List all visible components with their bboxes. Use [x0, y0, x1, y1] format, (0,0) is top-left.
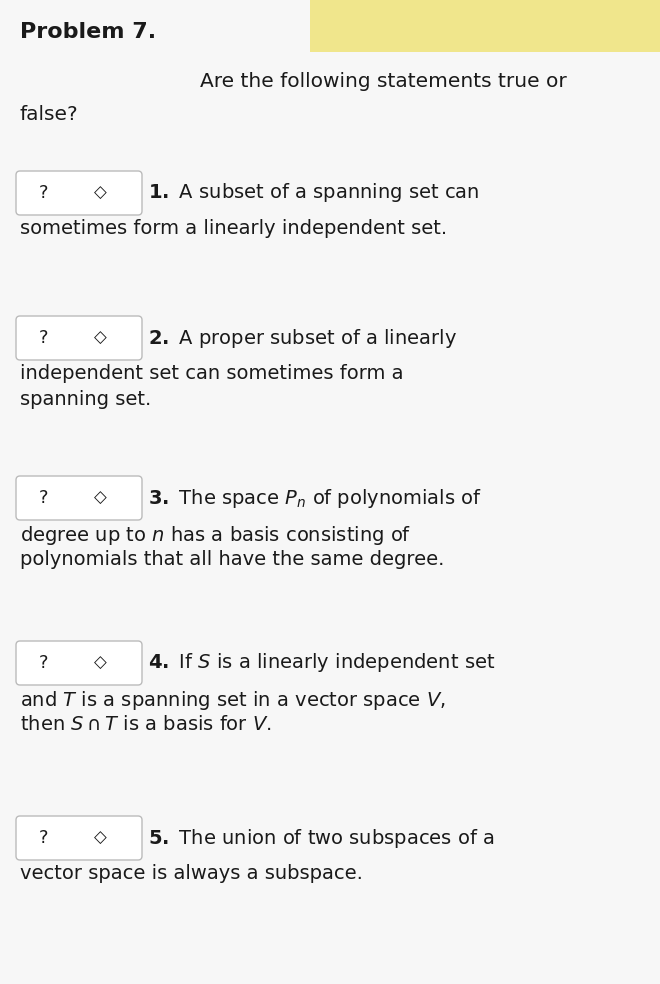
- FancyBboxPatch shape: [16, 476, 142, 520]
- Text: vector space is always a subspace.: vector space is always a subspace.: [20, 864, 363, 883]
- Text: then $S \cap T$ is a basis for $V$.: then $S \cap T$ is a basis for $V$.: [20, 715, 271, 734]
- Text: ◇: ◇: [94, 489, 106, 507]
- Text: ?: ?: [39, 654, 49, 672]
- Text: ?: ?: [39, 329, 49, 347]
- Text: sometimes form a linearly independent set.: sometimes form a linearly independent se…: [20, 219, 447, 238]
- Text: polynomials that all have the same degree.: polynomials that all have the same degre…: [20, 550, 444, 569]
- FancyBboxPatch shape: [16, 316, 142, 360]
- Text: $\mathbf{5.}$ The union of two subspaces of a: $\mathbf{5.}$ The union of two subspaces…: [148, 827, 494, 849]
- Text: ?: ?: [39, 184, 49, 202]
- Text: and $T$ is a spanning set in a vector space $V$,: and $T$ is a spanning set in a vector sp…: [20, 689, 446, 712]
- FancyBboxPatch shape: [310, 0, 660, 52]
- Text: degree up to $n$ has a basis consisting of: degree up to $n$ has a basis consisting …: [20, 524, 411, 547]
- Text: ◇: ◇: [94, 329, 106, 347]
- FancyBboxPatch shape: [16, 816, 142, 860]
- Text: Are the following statements true or: Are the following statements true or: [200, 72, 567, 91]
- Text: false?: false?: [20, 105, 79, 124]
- Text: $\mathbf{4.}$ If $S$ is a linearly independent set: $\mathbf{4.}$ If $S$ is a linearly indep…: [148, 651, 496, 674]
- Text: independent set can sometimes form a: independent set can sometimes form a: [20, 364, 403, 383]
- Text: ◇: ◇: [94, 654, 106, 672]
- Text: ?: ?: [39, 489, 49, 507]
- FancyBboxPatch shape: [16, 641, 142, 685]
- Text: ◇: ◇: [94, 184, 106, 202]
- Text: ?: ?: [39, 829, 49, 847]
- FancyBboxPatch shape: [16, 171, 142, 215]
- Text: ◇: ◇: [94, 829, 106, 847]
- Text: $\mathbf{2.}$ A proper subset of a linearly: $\mathbf{2.}$ A proper subset of a linea…: [148, 327, 457, 349]
- Text: $\mathbf{1.}$ A subset of a spanning set can: $\mathbf{1.}$ A subset of a spanning set…: [148, 181, 479, 205]
- Text: $\mathbf{3.}$ The space $P_n$ of polynomials of: $\mathbf{3.}$ The space $P_n$ of polynom…: [148, 486, 482, 510]
- Text: spanning set.: spanning set.: [20, 390, 151, 409]
- Text: Problem 7.: Problem 7.: [20, 22, 156, 42]
